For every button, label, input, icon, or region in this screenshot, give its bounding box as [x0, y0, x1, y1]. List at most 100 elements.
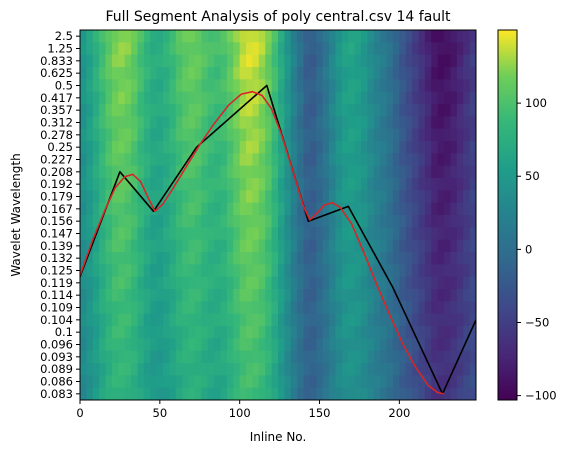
heatmap-cell: [444, 153, 452, 167]
heatmap-cell: [226, 264, 234, 278]
heatmap-cell: [163, 153, 171, 167]
heatmap-cell: [194, 30, 202, 43]
heatmap-cell: [92, 153, 100, 167]
heatmap-cell: [444, 54, 452, 68]
heatmap-cell: [405, 30, 413, 43]
heatmap-cell: [194, 54, 202, 68]
heatmap-cell: [99, 301, 107, 315]
heatmap-cell: [143, 350, 151, 364]
heatmap-cell: [80, 387, 87, 400]
heatmap-cell: [354, 227, 362, 241]
heatmap-cell: [418, 313, 426, 327]
heatmap-cell: [201, 116, 209, 130]
heatmap-cell: [226, 313, 234, 327]
heatmap-cell: [143, 54, 151, 68]
heatmap-cell: [456, 116, 464, 130]
heatmap-cell: [175, 202, 183, 216]
heatmap-cell: [137, 363, 145, 376]
heatmap-cell: [271, 91, 279, 105]
heatmap-cell: [322, 276, 330, 290]
heatmap-cell: [124, 215, 132, 228]
heatmap-cell: [431, 190, 439, 204]
heatmap-cell: [246, 128, 254, 142]
heatmap-cell: [348, 301, 356, 315]
heatmap-cell: [182, 363, 190, 376]
heatmap-cell: [131, 91, 139, 105]
heatmap-cell: [386, 202, 394, 216]
heatmap-cell: [137, 227, 145, 241]
heatmap-cell: [278, 67, 285, 80]
heatmap-cell: [367, 202, 375, 216]
y-tick-label: 0.125: [40, 264, 73, 278]
heatmap-cell: [329, 387, 337, 400]
heatmap-cell: [156, 326, 164, 339]
heatmap-cell: [354, 326, 362, 339]
heatmap-cell: [111, 264, 119, 278]
heatmap-cell: [309, 387, 317, 400]
heatmap-cell: [86, 301, 94, 315]
heatmap-cell: [431, 375, 439, 389]
heatmap-cell: [86, 30, 94, 43]
heatmap-cell: [118, 252, 126, 265]
heatmap-cell: [86, 178, 94, 191]
heatmap-cell: [188, 375, 196, 389]
heatmap-cell: [380, 326, 388, 339]
heatmap-cell: [169, 326, 177, 339]
heatmap-cell: [341, 202, 349, 216]
heatmap-cell: [431, 239, 439, 253]
heatmap-cell: [316, 79, 324, 93]
heatmap-cell: [150, 252, 158, 265]
heatmap-cell: [335, 42, 343, 56]
heatmap-cell: [450, 350, 458, 364]
heatmap-cell: [444, 276, 452, 290]
heatmap-cell: [150, 301, 158, 315]
heatmap-cell: [92, 363, 100, 376]
heatmap-cell: [111, 252, 119, 265]
heatmap-cell: [290, 153, 298, 167]
heatmap-cell: [392, 276, 400, 290]
heatmap-cell: [124, 165, 132, 179]
heatmap-cell: [239, 91, 247, 105]
heatmap-cell: [437, 202, 445, 216]
heatmap-cell: [86, 387, 94, 400]
heatmap-cell: [418, 387, 426, 400]
heatmap-cell: [182, 165, 190, 179]
heatmap-cell: [137, 30, 145, 43]
heatmap-cell: [258, 54, 266, 68]
heatmap-cell: [86, 128, 94, 142]
heatmap-cell: [450, 141, 458, 154]
heatmap-cell: [239, 202, 247, 216]
heatmap-cell: [463, 104, 471, 117]
heatmap-cell: [456, 363, 464, 376]
heatmap-cell: [233, 375, 241, 389]
heatmap-cell: [309, 289, 317, 302]
heatmap-cell: [399, 227, 407, 241]
heatmap-cell: [348, 128, 356, 142]
heatmap-cell: [431, 227, 439, 241]
heatmap-cell: [258, 239, 266, 253]
heatmap-cell: [137, 326, 145, 339]
heatmap-cell: [137, 128, 145, 142]
heatmap-cell: [450, 276, 458, 290]
heatmap-cell: [335, 326, 343, 339]
heatmap-cell: [194, 67, 202, 80]
heatmap-cell: [463, 264, 471, 278]
heatmap-cell: [80, 153, 87, 167]
heatmap-cell: [418, 116, 426, 130]
heatmap-cell: [226, 301, 234, 315]
heatmap-cell: [194, 326, 202, 339]
heatmap-cell: [80, 190, 87, 204]
heatmap-cell: [424, 338, 432, 352]
heatmap-cell: [335, 363, 343, 376]
heatmap-cell: [137, 91, 145, 105]
heatmap-cell: [92, 128, 100, 142]
heatmap-cell: [233, 79, 241, 93]
y-tick-label: 0.179: [40, 190, 73, 204]
heatmap-cell: [380, 190, 388, 204]
heatmap-cell: [431, 350, 439, 364]
heatmap-cell: [118, 313, 126, 327]
heatmap-cell: [309, 165, 317, 179]
heatmap-cell: [143, 326, 151, 339]
heatmap-cell: [182, 79, 190, 93]
heatmap-cell: [278, 165, 285, 179]
